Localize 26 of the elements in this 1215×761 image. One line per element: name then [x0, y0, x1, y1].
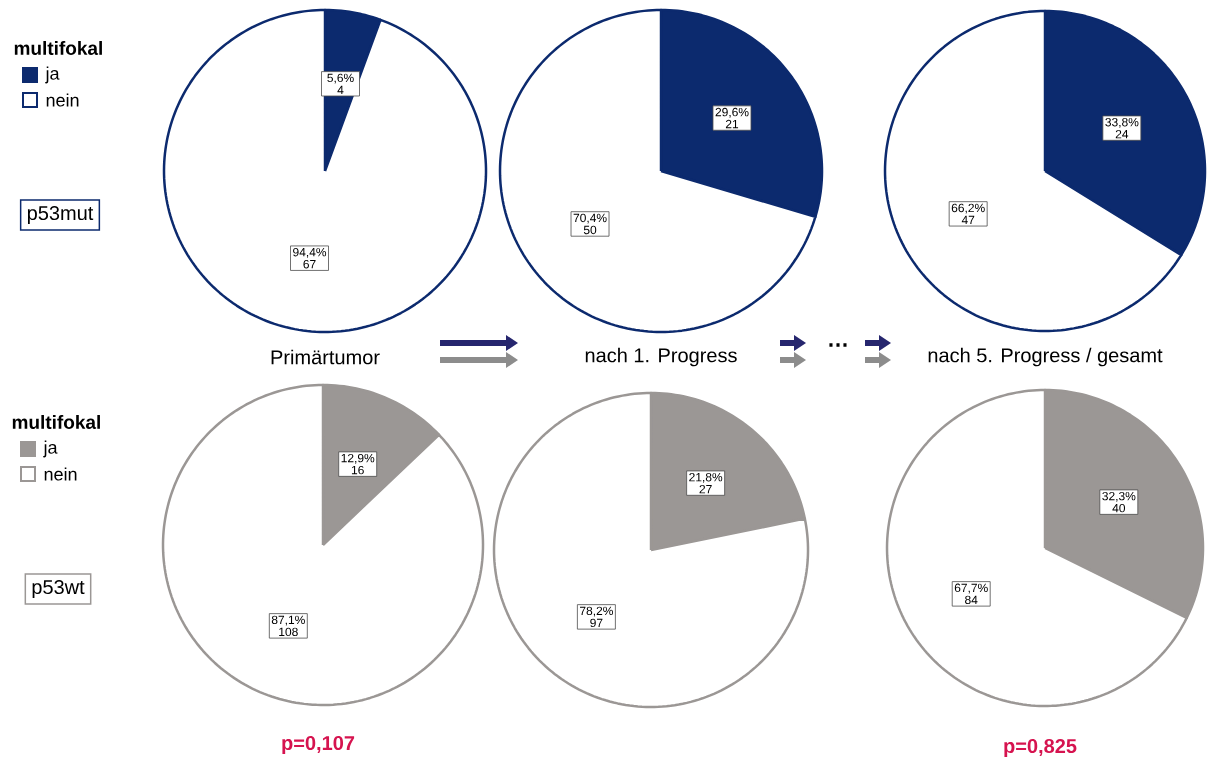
data-label: 78,2% 97	[580, 606, 613, 628]
data-label: 33,8% 24	[1105, 117, 1139, 139]
text: p53mut	[27, 205, 94, 225]
text: nach 1. Progress	[585, 347, 737, 367]
legend-label: ja	[45, 66, 60, 84]
text: nach 5. Progress / gesamt	[928, 347, 1163, 367]
legend-title: multifokal	[14, 41, 102, 55]
data-label: 29,6% 21	[715, 107, 749, 129]
data-label: 12,9% 16	[341, 453, 375, 475]
data-label: 87,1% 108	[271, 615, 305, 637]
text: …	[829, 343, 847, 347]
data-label: 70,4% 50	[573, 213, 607, 235]
text: Primärtumor	[271, 349, 380, 365]
text: p53wt	[32, 579, 85, 599]
text: p=0,107	[282, 735, 355, 755]
data-label: 5,6% 4	[327, 73, 354, 94]
text: p=0,825	[1004, 738, 1077, 758]
legend-label: nein	[44, 467, 77, 481]
data-label: 66,2% 47	[951, 203, 985, 225]
data-label: 21,8% 27	[689, 472, 723, 494]
data-label: 67,7% 84	[954, 583, 988, 605]
legend-label: nein	[46, 93, 79, 107]
legend-label: ja	[43, 440, 58, 458]
data-label: 94,4% 67	[293, 247, 327, 269]
data-label: 32,3% 40	[1102, 491, 1136, 513]
legend-title: multifokal	[12, 415, 100, 429]
